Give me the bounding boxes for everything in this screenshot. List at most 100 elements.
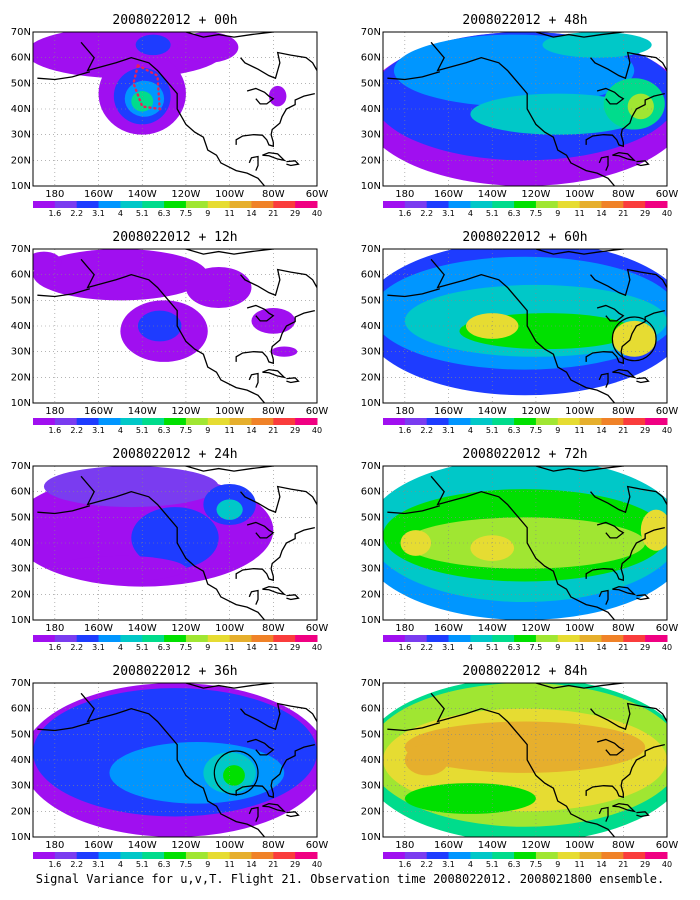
colorbar-swatch xyxy=(426,635,450,642)
colorbar-swatch xyxy=(601,852,624,859)
colorbar-swatch xyxy=(645,635,668,642)
y-tick-label: 50N xyxy=(11,295,31,306)
colorbar-swatch xyxy=(557,852,581,859)
map-panel: 2008022012 + 48h 10N 20N 30N 40N 50N 60N 70N 180… xyxy=(361,13,679,218)
colorbar-label: 11 xyxy=(225,860,235,869)
y-tick-label: 10N xyxy=(11,615,31,626)
contour-region xyxy=(612,320,657,357)
colorbar-swatch xyxy=(54,852,78,859)
x-tick-label: 80W xyxy=(612,840,635,851)
panel-frame xyxy=(32,682,318,838)
colorbar-swatch xyxy=(645,852,668,859)
colorbar-swatch xyxy=(142,852,165,859)
panel-frame xyxy=(382,248,668,404)
coastline xyxy=(430,692,616,837)
x-tick-label: 60W xyxy=(306,406,329,417)
colorbar-label: 1.6 xyxy=(48,426,61,435)
colorbar-label: 29 xyxy=(290,426,300,435)
colorbar-label: 40 xyxy=(312,643,322,652)
flight-track xyxy=(132,63,162,111)
colorbar-label: 2.2 xyxy=(420,426,433,435)
colorbar-swatch xyxy=(273,418,296,425)
x-tick-label: 180 xyxy=(395,189,414,200)
colorbar-label: 29 xyxy=(640,860,650,869)
coastline xyxy=(590,702,667,731)
colorbar-label: 4 xyxy=(468,209,473,218)
colorbar-label: 40 xyxy=(312,860,322,869)
coastline xyxy=(387,722,440,732)
colorbar-label: 3.1 xyxy=(442,209,455,218)
colorbar-swatch xyxy=(251,852,274,859)
colorbar: 1.6 2.2 3.1 4 5.1 6.3 7.5 9 11 14 21 29 40 xyxy=(33,852,322,869)
colorbar-label: 4 xyxy=(118,209,123,218)
x-tick-label: 180 xyxy=(45,406,64,417)
colorbar-swatch xyxy=(273,852,296,859)
coastline xyxy=(262,585,287,596)
gridlines xyxy=(33,466,318,620)
x-tick-label: 140W xyxy=(478,623,507,634)
contour-region xyxy=(54,555,186,582)
x-tick-label: 140W xyxy=(128,623,157,634)
gridlines xyxy=(383,683,668,837)
x-tick-label: 180 xyxy=(395,840,414,851)
colorbar-swatch xyxy=(492,635,515,642)
colorbar-label: 3.1 xyxy=(92,860,105,869)
x-tick-label: 80W xyxy=(612,406,635,417)
gridlines xyxy=(383,466,668,620)
coastline xyxy=(585,92,665,148)
panel-frame xyxy=(32,31,318,187)
colorbar-swatch xyxy=(404,418,428,425)
colorbar-label: 5.1 xyxy=(136,209,149,218)
y-tick-label: 20N xyxy=(11,589,31,600)
colorbar-swatch xyxy=(164,418,187,425)
coastline xyxy=(636,811,650,818)
colorbar-swatch xyxy=(645,418,668,425)
x-tick-label: 80W xyxy=(612,189,635,200)
coastline xyxy=(387,505,440,515)
colorbar-swatch xyxy=(383,201,406,208)
target-circle xyxy=(213,750,259,796)
colorbar: 1.6 2.2 3.1 4 5.1 6.3 7.5 9 11 14 21 29 40 xyxy=(383,201,672,218)
y-tick-label: 60N xyxy=(361,704,381,715)
coastline xyxy=(248,372,259,388)
contour-region xyxy=(216,499,243,520)
colorbar-label: 21 xyxy=(618,643,628,652)
colorbar-label: 2.2 xyxy=(70,209,83,218)
x-tick-label: 120W xyxy=(171,840,200,851)
coastline xyxy=(248,589,259,605)
y-tick-label: 60N xyxy=(361,487,381,498)
x-tick-label: 60W xyxy=(306,189,329,200)
variance-field xyxy=(383,32,667,186)
map-panel: 2008022012 + 36h 10N 20N 30N 40N 50N 60N 70N 180… xyxy=(11,664,329,869)
colorbar-label: 11 xyxy=(575,860,585,869)
colorbar-swatch xyxy=(514,852,537,859)
colorbar-swatch xyxy=(229,418,252,425)
colorbar-label: 1.6 xyxy=(48,643,61,652)
y-tick-label: 30N xyxy=(11,564,31,575)
coastline xyxy=(246,738,275,756)
colorbar-swatch xyxy=(98,201,121,208)
x-tick-label: 180 xyxy=(395,623,414,634)
x-tick-label: 60W xyxy=(656,189,679,200)
colorbar-swatch xyxy=(535,852,559,859)
y-tick-label: 50N xyxy=(361,512,381,523)
panel-title: 2008022012 + 00h xyxy=(112,13,237,28)
y-tick-label: 10N xyxy=(11,398,31,409)
colorbar-swatch xyxy=(492,418,515,425)
contour-region xyxy=(33,251,62,273)
y-tick-label: 40N xyxy=(361,321,381,332)
colorbar-label: 40 xyxy=(662,860,672,869)
colorbar-swatch xyxy=(295,418,318,425)
colorbar-swatch xyxy=(76,201,100,208)
x-tick-label: 100W xyxy=(215,840,244,851)
coastline xyxy=(636,594,650,601)
colorbar-swatch xyxy=(142,201,165,208)
y-tick-label: 70N xyxy=(361,461,381,472)
colorbar-swatch xyxy=(164,635,187,642)
colorbar-swatch xyxy=(492,201,515,208)
coastline xyxy=(387,288,440,298)
x-tick-label: 160W xyxy=(84,623,113,634)
panel-title: 2008022012 + 24h xyxy=(112,447,237,462)
colorbar-label: 1.6 xyxy=(398,643,411,652)
colorbar-label: 29 xyxy=(640,426,650,435)
